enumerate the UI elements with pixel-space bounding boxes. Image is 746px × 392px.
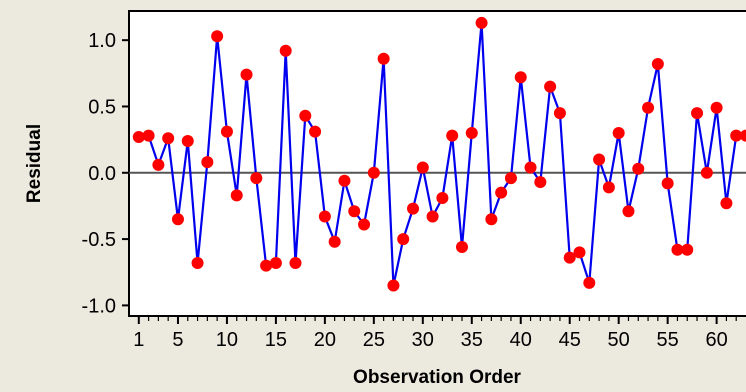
data-point	[338, 174, 351, 187]
x-tick-label: 45	[559, 329, 581, 351]
data-point	[220, 125, 233, 138]
plot-content	[129, 16, 746, 292]
x-tick-label: 5	[172, 329, 183, 351]
data-point	[260, 259, 273, 272]
data-point	[710, 101, 723, 114]
data-point	[544, 80, 557, 93]
data-point	[299, 109, 312, 122]
data-point	[485, 213, 498, 226]
data-point	[514, 71, 527, 84]
x-tick-label: 50	[608, 329, 630, 351]
data-point	[377, 52, 390, 65]
axes: 1.00.50.0-0.5-1.01 5 10 15 20 25 30 35 40 45 50 55 6…	[24, 30, 737, 388]
data-point	[309, 125, 322, 138]
data-point	[387, 279, 400, 292]
data-point	[426, 210, 439, 223]
data-point	[593, 153, 606, 166]
data-point	[465, 127, 478, 139]
data-point	[583, 276, 596, 289]
data-point	[289, 256, 302, 269]
data-point	[132, 130, 145, 143]
data-point	[240, 68, 253, 81]
data-point	[632, 162, 645, 175]
x-tick-label: 15	[265, 329, 287, 351]
x-tick-label: 60	[705, 329, 727, 351]
data-point	[152, 158, 165, 171]
data-point	[162, 132, 175, 145]
y-tick-label: 0.5	[88, 96, 116, 118]
data-point	[720, 197, 733, 210]
data-point	[436, 191, 449, 204]
y-axis-title: Residual	[24, 124, 45, 203]
data-point	[142, 129, 155, 142]
x-tick-label: 1	[133, 329, 144, 351]
data-point	[367, 166, 380, 179]
data-point	[504, 172, 517, 185]
x-tick-label: 10	[216, 329, 238, 351]
data-point	[446, 129, 459, 142]
y-tick-label: 1.0	[88, 30, 116, 52]
data-point	[534, 176, 547, 189]
x-axis-title: Observation Order	[353, 367, 521, 388]
data-point	[181, 134, 194, 147]
data-point	[563, 251, 576, 264]
data-point	[250, 172, 263, 185]
x-tick-label: 55	[657, 329, 679, 351]
data-point	[661, 177, 674, 190]
data-point	[730, 129, 743, 142]
data-point	[358, 218, 371, 231]
data-point	[416, 161, 429, 174]
data-point	[328, 235, 341, 248]
data-point	[740, 129, 746, 142]
data-point	[475, 16, 488, 29]
data-point	[524, 161, 537, 174]
data-point	[642, 101, 655, 114]
data-point	[495, 186, 508, 199]
data-point	[171, 213, 184, 226]
y-tick-label: 0.0	[88, 163, 116, 185]
data-point	[348, 205, 361, 218]
data-point	[553, 107, 566, 120]
x-tick-label: 35	[461, 329, 483, 351]
data-point	[691, 107, 704, 120]
data-point	[573, 246, 586, 259]
x-tick-label: 25	[363, 329, 385, 351]
data-point	[700, 166, 713, 179]
data-point	[602, 181, 615, 194]
x-tick-label: 30	[412, 329, 434, 351]
data-point	[230, 189, 243, 202]
data-point	[622, 205, 635, 218]
data-point	[671, 243, 684, 256]
data-point	[211, 30, 224, 43]
plot-area	[128, 10, 746, 317]
x-tick-label: 20	[314, 329, 336, 351]
data-point	[407, 202, 420, 215]
data-point	[455, 241, 468, 254]
data-point	[279, 44, 292, 57]
x-tick-label: 40	[510, 329, 532, 351]
data-point	[397, 233, 410, 246]
y-tick-label: -1.0	[82, 295, 116, 317]
data-point	[201, 156, 214, 169]
data-point	[681, 243, 694, 256]
data-point	[191, 256, 204, 269]
data-point	[612, 127, 625, 139]
data-point	[269, 256, 282, 269]
y-tick-label: -0.5	[82, 229, 116, 251]
data-point	[651, 58, 664, 71]
data-point	[318, 210, 331, 223]
